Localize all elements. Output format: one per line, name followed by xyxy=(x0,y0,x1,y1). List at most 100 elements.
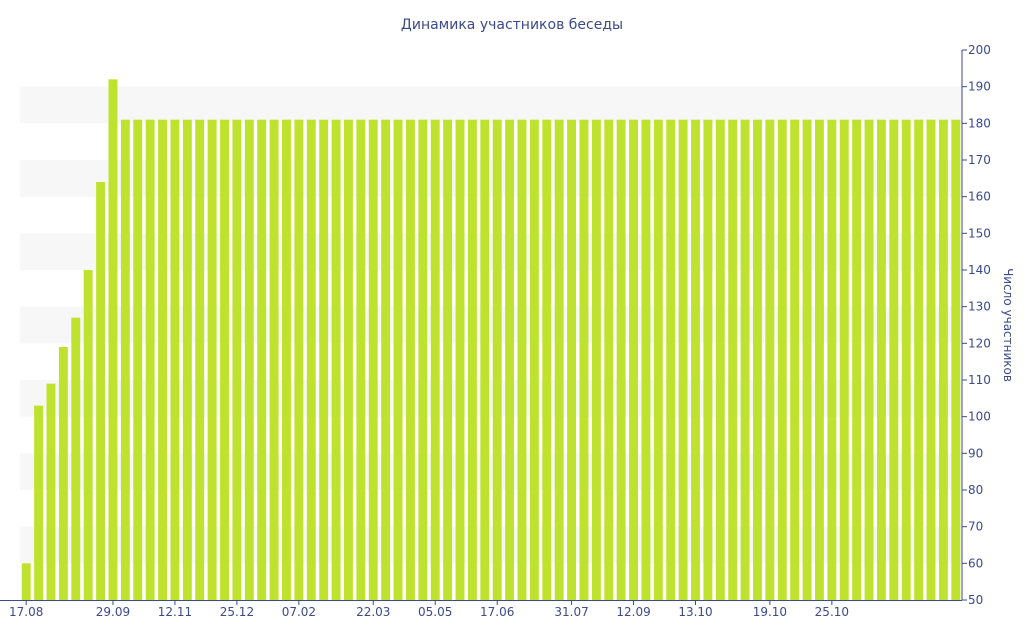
bar xyxy=(145,119,155,601)
bar xyxy=(567,119,577,601)
bar xyxy=(554,119,564,601)
bar xyxy=(455,119,465,601)
bar xyxy=(802,119,812,601)
bar xyxy=(443,119,453,601)
bar xyxy=(108,79,118,601)
bar xyxy=(331,119,341,601)
x-tick-label: 13.10 xyxy=(678,605,712,619)
bar xyxy=(405,119,415,601)
y-axis-label: Число участников xyxy=(1001,268,1015,382)
x-tick-label: 22.03 xyxy=(356,605,390,619)
bar xyxy=(492,119,502,601)
bar xyxy=(790,119,800,601)
chart-title: Динамика участников беседы xyxy=(401,17,623,33)
bar xyxy=(306,119,316,601)
y-tick-label: 200 xyxy=(968,43,991,57)
x-tick-label: 19.10 xyxy=(753,605,787,619)
x-ticks: 17.08 29.09 12.11 25.12 07.02 22.03 05.05 17.06… xyxy=(9,600,849,619)
bar xyxy=(653,119,663,601)
y-tick-label: 90 xyxy=(968,446,983,460)
bar xyxy=(827,119,837,601)
bar xyxy=(71,317,81,600)
bar xyxy=(430,119,440,601)
bar xyxy=(604,119,614,601)
x-tick-label: 12.11 xyxy=(158,605,192,619)
bar xyxy=(542,119,552,601)
bar xyxy=(133,119,143,601)
bar xyxy=(46,383,56,600)
bar xyxy=(728,119,738,601)
bar xyxy=(418,119,428,601)
bar xyxy=(34,405,44,600)
bar xyxy=(368,119,378,601)
bar xyxy=(753,119,762,601)
bar xyxy=(691,119,700,601)
bar xyxy=(343,119,353,601)
bar xyxy=(839,119,849,601)
bar xyxy=(951,119,961,601)
bar xyxy=(120,119,130,601)
y-tick-label: 80 xyxy=(968,483,983,497)
bar xyxy=(294,119,304,601)
bar xyxy=(220,119,229,601)
bar xyxy=(703,119,713,601)
x-tick-label: 17.08 xyxy=(9,605,43,619)
grid-band xyxy=(20,86,962,124)
bar xyxy=(195,119,205,601)
bar xyxy=(517,119,527,601)
bar xyxy=(777,119,787,601)
bar xyxy=(356,119,366,601)
bar xyxy=(740,119,750,601)
bar xyxy=(467,119,477,601)
y-tick-label: 100 xyxy=(968,410,991,424)
bar xyxy=(938,119,948,601)
bar xyxy=(641,119,651,601)
y-tick-label: 170 xyxy=(968,153,991,167)
y-tick-label: 50 xyxy=(968,593,983,607)
bar xyxy=(715,119,725,601)
bar xyxy=(529,119,539,601)
x-tick-label: 31.07 xyxy=(554,605,588,619)
x-tick-label: 25.10 xyxy=(815,605,849,619)
x-tick-label: 29.09 xyxy=(96,605,130,619)
x-tick-label: 12.09 xyxy=(616,605,650,619)
bar xyxy=(21,563,31,600)
bar xyxy=(83,270,93,600)
bar xyxy=(257,119,267,601)
bar xyxy=(889,119,899,601)
bar xyxy=(765,119,775,601)
bar xyxy=(505,119,515,601)
bar xyxy=(926,119,936,601)
y-tick-label: 140 xyxy=(968,263,991,277)
bar xyxy=(381,119,391,601)
x-tick-label: 25.12 xyxy=(220,605,254,619)
bar xyxy=(96,182,106,600)
bar xyxy=(852,119,862,601)
bar xyxy=(170,119,180,601)
bar xyxy=(207,119,217,601)
y-tick-label: 160 xyxy=(968,190,991,204)
bar xyxy=(393,119,403,601)
bar xyxy=(282,119,291,601)
y-ticks: 50 60 70 80 90 100 110 120 130 140 150 160 170 180 190… xyxy=(962,43,991,607)
bar xyxy=(182,119,192,601)
bar xyxy=(158,119,168,601)
bar xyxy=(591,119,601,601)
axes xyxy=(0,50,963,601)
bar xyxy=(901,119,911,601)
y-tick-label: 130 xyxy=(968,300,991,314)
bar xyxy=(876,119,886,601)
y-tick-label: 180 xyxy=(968,116,991,130)
bar xyxy=(616,119,626,601)
y-tick-label: 60 xyxy=(968,556,983,570)
x-tick-label: 05.05 xyxy=(418,605,452,619)
bar xyxy=(269,119,279,601)
bar xyxy=(480,119,490,601)
bar xyxy=(244,119,254,601)
bar xyxy=(629,119,639,601)
bar xyxy=(814,119,824,601)
x-tick-label: 07.02 xyxy=(282,605,316,619)
y-tick-label: 190 xyxy=(968,80,991,94)
